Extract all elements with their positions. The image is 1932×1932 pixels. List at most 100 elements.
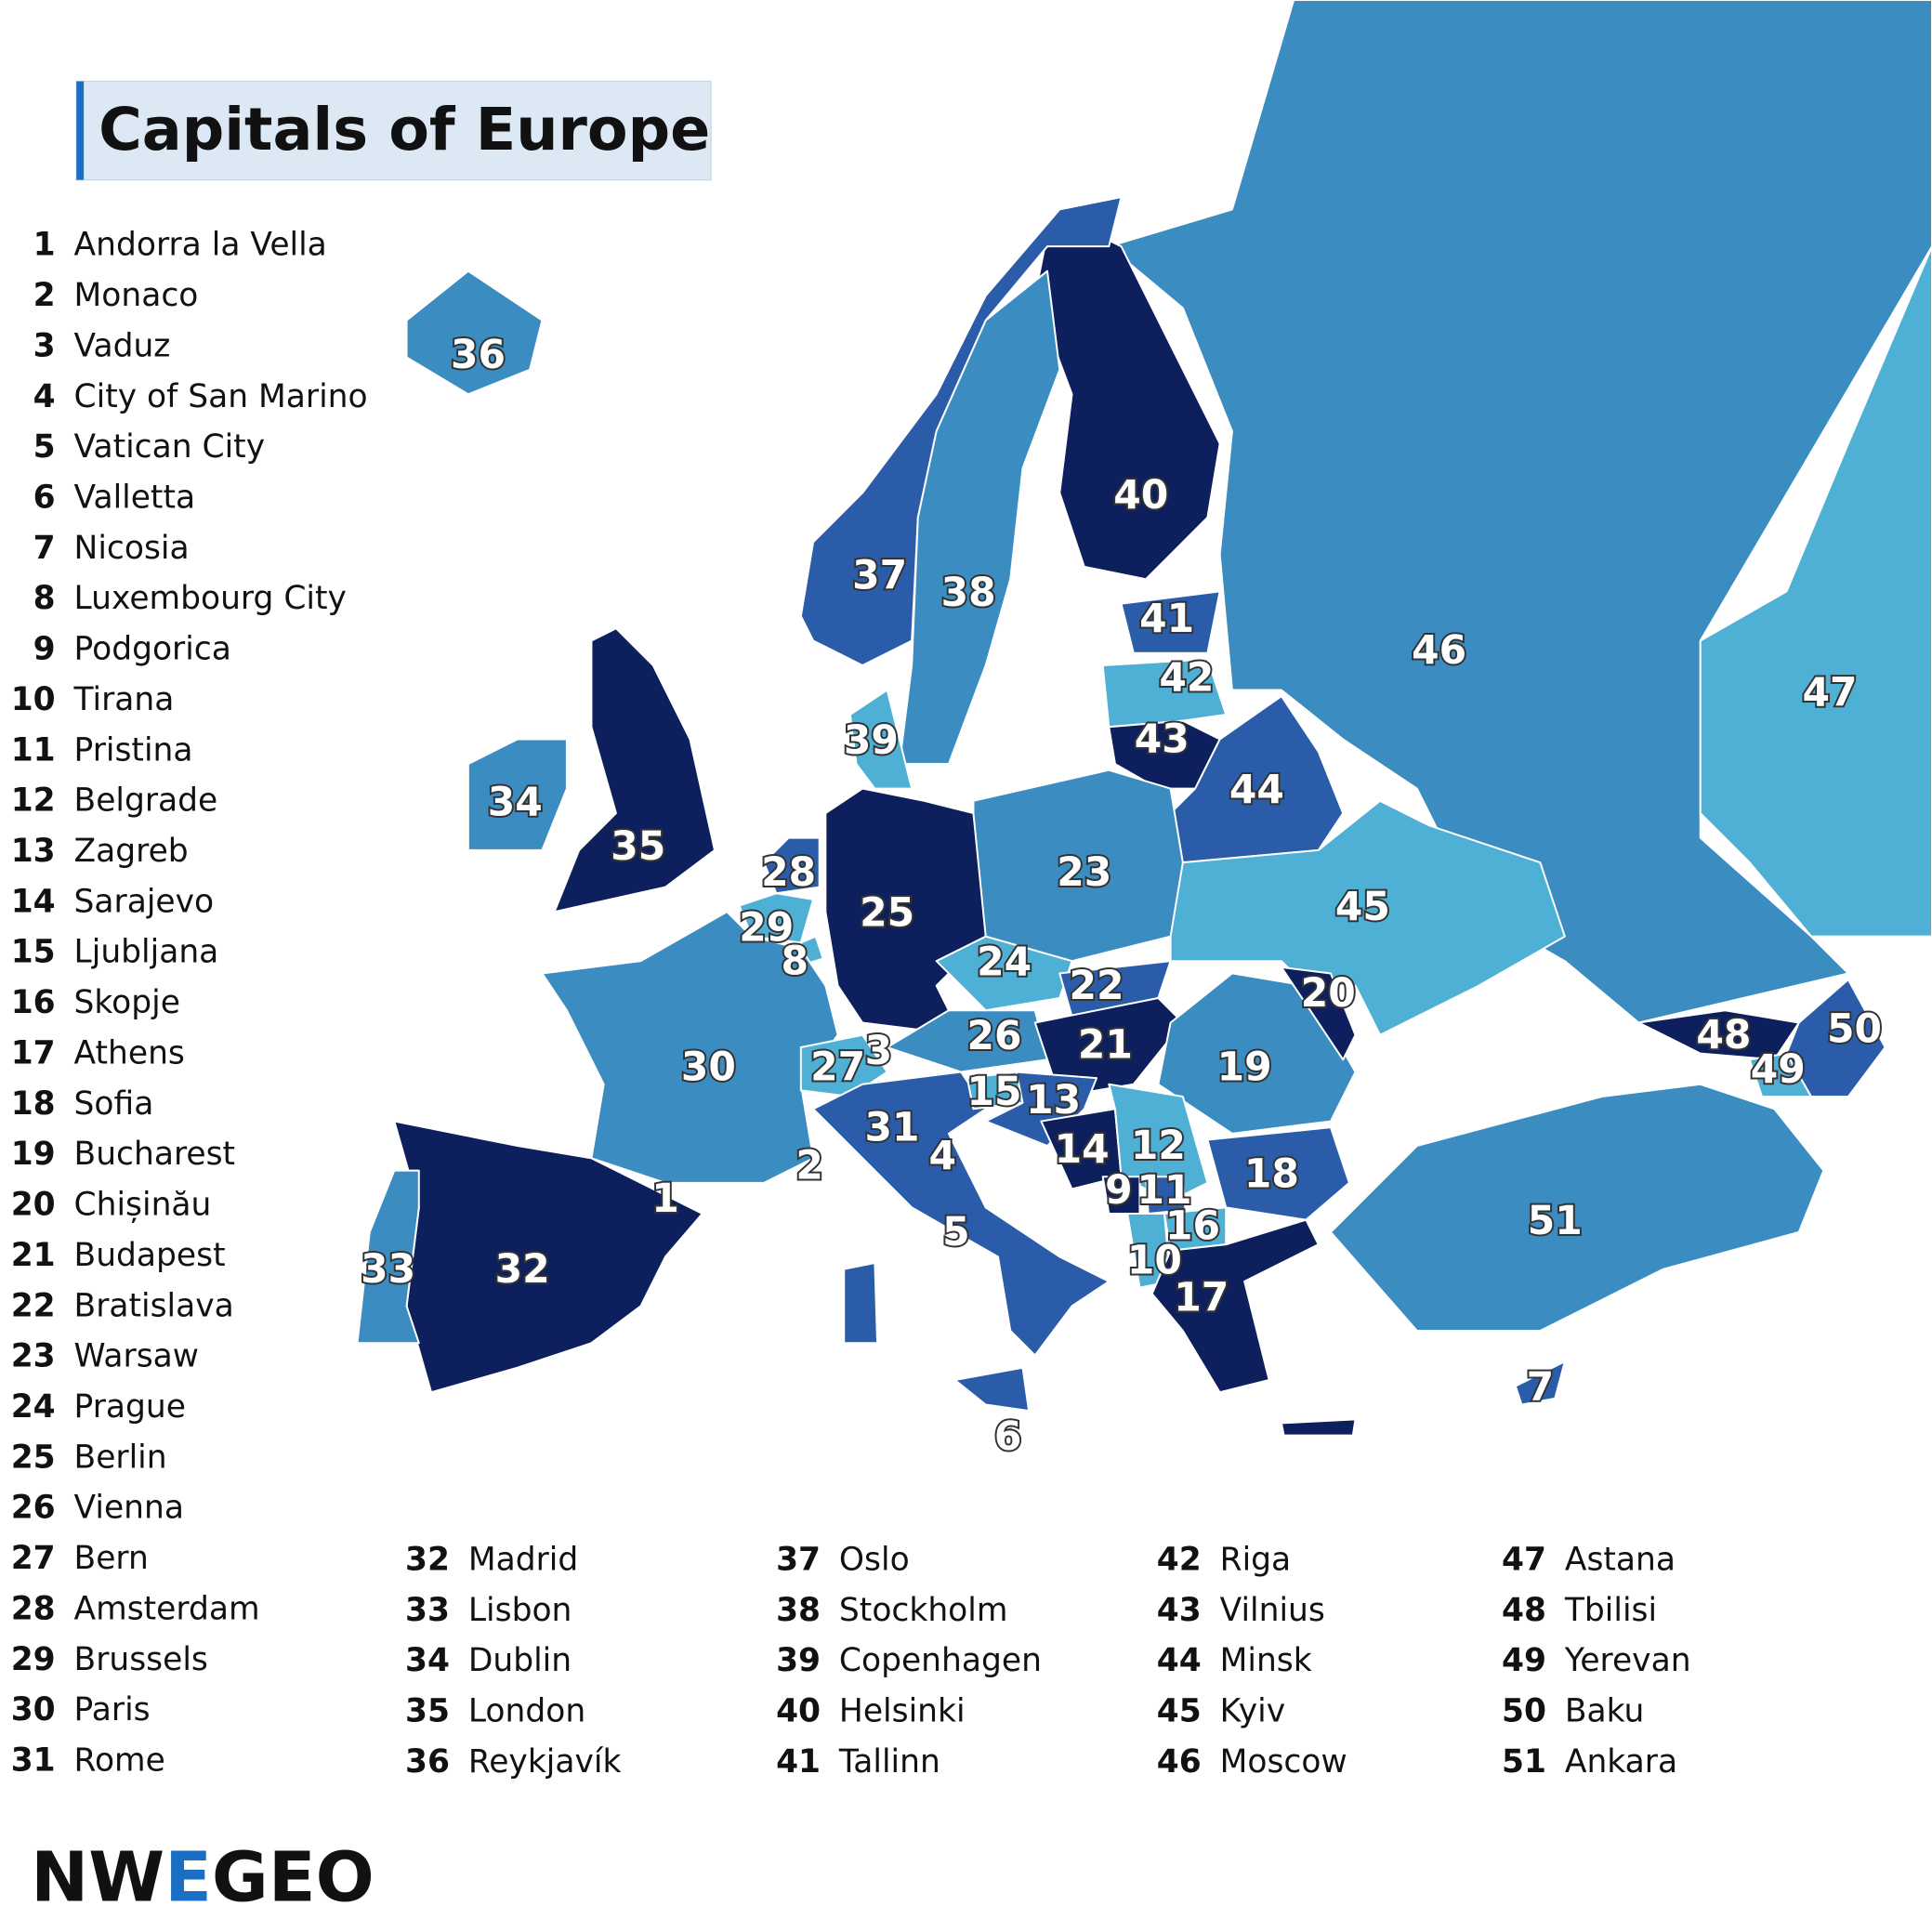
legend-name: Vaduz [74, 327, 171, 364]
legend-number: 19 [11, 1136, 56, 1173]
map-label: 3 [865, 1029, 893, 1074]
legend-name: Prague [74, 1388, 186, 1426]
norway [799, 196, 1123, 666]
legend-number: 32 [405, 1541, 450, 1578]
legend-number: 7 [33, 530, 56, 567]
legend-number: 18 [11, 1085, 56, 1123]
legend-number: 37 [776, 1541, 821, 1578]
legend-name: Zagreb [74, 833, 189, 870]
malta [999, 1426, 1014, 1438]
legend-number: 42 [1157, 1541, 1202, 1578]
legend-name: Minsk [1220, 1642, 1312, 1679]
legend-name: Madrid [468, 1541, 578, 1578]
legend-number: 15 [11, 934, 56, 971]
finland [1033, 227, 1221, 581]
romania [1157, 972, 1357, 1135]
map-label: 7 [1527, 1365, 1555, 1411]
map-label: 19 [1217, 1045, 1272, 1090]
logo-part: E [164, 1836, 212, 1917]
map-label: 18 [1244, 1152, 1299, 1198]
map-label: 25 [860, 891, 914, 937]
map-label: 26 [966, 1014, 1021, 1059]
legend-name: City of San Marino [74, 378, 368, 415]
legend-name: Valletta [74, 479, 196, 516]
map-label: 21 [1078, 1023, 1133, 1069]
georgia [1637, 1009, 1800, 1061]
legend-name: Baku [1565, 1692, 1645, 1729]
legend-number: 9 [33, 631, 56, 668]
map-label: 2 [795, 1143, 823, 1189]
map-label: 27 [810, 1045, 865, 1090]
bulgaria [1206, 1126, 1350, 1221]
logo: NWEGEO [31, 1836, 375, 1917]
legend-number: 16 [11, 984, 56, 1021]
portugal [356, 1169, 420, 1345]
legend-name: Andorra la Vella [74, 227, 327, 264]
ukraine [1169, 799, 1566, 1036]
legend-name: Chișinău [74, 1187, 212, 1224]
legend-number: 3 [33, 327, 56, 364]
legend-number: 43 [1157, 1592, 1202, 1629]
map-label: 48 [1696, 1013, 1751, 1058]
legend-number: 41 [776, 1743, 821, 1781]
legend-name: Lisbon [468, 1592, 572, 1629]
legend-name: Kyiv [1220, 1692, 1285, 1729]
legend-number: 6 [33, 479, 56, 516]
legend-number: 25 [11, 1439, 56, 1476]
map-label: 50 [1827, 1006, 1882, 1052]
legend-name: Stockholm [839, 1592, 1007, 1629]
logo-part: GEO [212, 1836, 375, 1917]
map-label: 1 [651, 1176, 679, 1222]
legend-name: Luxembourg City [74, 580, 347, 617]
legend-number: 29 [11, 1641, 56, 1678]
map-label: 5 [942, 1210, 970, 1255]
legend-number: 33 [405, 1592, 450, 1629]
legend-name: Reykjavík [468, 1743, 622, 1781]
map-label: 11 [1137, 1168, 1191, 1214]
legend-number: 8 [33, 580, 56, 617]
legend-name: Athens [74, 1034, 185, 1071]
legend-number: 24 [11, 1388, 56, 1426]
legend-number: 48 [1502, 1592, 1546, 1629]
legend-number: 13 [11, 833, 56, 870]
map-label: 35 [611, 824, 665, 870]
legend-name: Podgorica [74, 631, 231, 668]
legend-name: Warsaw [74, 1338, 199, 1375]
legend-name: Amsterdam [74, 1590, 260, 1627]
map-label: 8 [781, 939, 808, 984]
legend-name: Sarajevo [74, 883, 215, 920]
legend-name: Paris [74, 1691, 151, 1728]
map-label: 29 [739, 906, 794, 952]
legend-name: Dublin [468, 1642, 572, 1679]
map-label: 23 [1057, 850, 1111, 896]
legend-name: Bratislava [74, 1287, 234, 1324]
legend-number: 23 [11, 1338, 56, 1375]
legend-number: 4 [33, 378, 56, 415]
legend-name: Copenhagen [839, 1642, 1042, 1679]
legend-number: 2 [33, 277, 56, 314]
legend-number: 45 [1157, 1692, 1202, 1729]
map-label: 36 [451, 333, 506, 378]
legend-name: Monaco [74, 277, 199, 314]
legend-number: 28 [11, 1590, 56, 1627]
united-kingdom [553, 627, 716, 913]
legend-name: Berlin [74, 1439, 167, 1476]
map-label: 16 [1165, 1203, 1220, 1249]
map-label: 46 [1412, 628, 1466, 674]
ireland [467, 738, 568, 851]
turkey [1329, 1083, 1825, 1332]
croatia [984, 1071, 1098, 1148]
map-label: 17 [1174, 1275, 1229, 1321]
countries [356, 0, 1932, 1438]
legend-name: Tbilisi [1564, 1592, 1657, 1629]
map-label: 39 [844, 718, 899, 764]
legend-number: 51 [1502, 1743, 1546, 1781]
kazakhstan [1699, 245, 1932, 938]
legend-name: Budapest [74, 1237, 226, 1274]
logo-part: NW [31, 1836, 164, 1917]
legend-name: Vilnius [1220, 1592, 1325, 1629]
cyprus [1514, 1360, 1566, 1406]
legend-name: Riga [1220, 1541, 1292, 1578]
